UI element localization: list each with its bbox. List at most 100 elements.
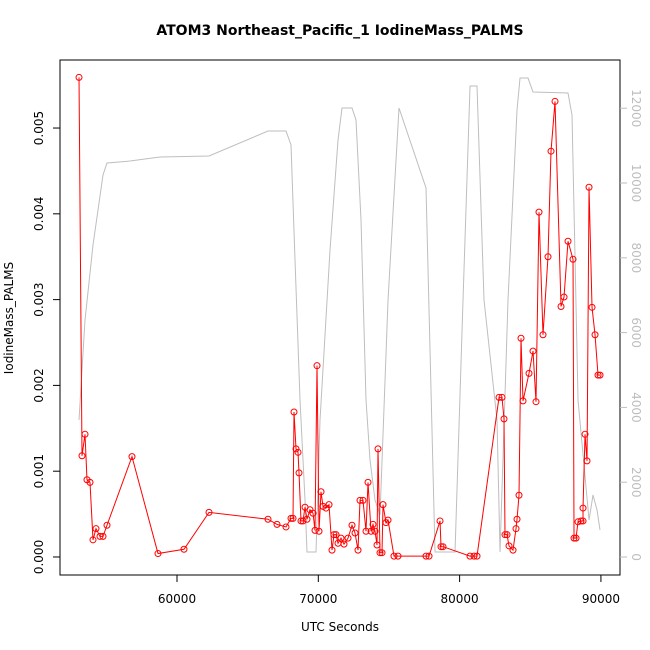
data-point	[503, 531, 511, 539]
data-point	[180, 545, 188, 553]
data-point	[328, 546, 336, 554]
data-point	[532, 398, 540, 406]
plot-frame	[59, 59, 621, 576]
data-point	[89, 536, 97, 544]
data-point	[384, 516, 392, 524]
data-point	[356, 496, 364, 504]
data-point	[394, 552, 402, 560]
data-point	[579, 517, 587, 525]
data-point	[379, 501, 387, 509]
data-point	[289, 514, 297, 522]
data-point	[505, 542, 513, 550]
data-point	[369, 520, 377, 528]
y2-tick-label: 10000	[629, 164, 643, 202]
y2-tick-label: 6000	[629, 317, 643, 348]
data-point	[154, 550, 162, 558]
data-point	[437, 543, 445, 551]
data-point	[422, 552, 430, 560]
y-tick-label: 0.002	[32, 368, 46, 402]
data-point	[539, 331, 547, 339]
data-point	[354, 546, 362, 554]
data-point	[425, 552, 433, 560]
data-point	[588, 303, 596, 311]
data-point	[535, 208, 543, 216]
data-point	[309, 509, 317, 517]
data-point	[544, 253, 552, 261]
data-point	[86, 478, 94, 486]
y-tick-label: 0.003	[32, 282, 46, 316]
data-point	[579, 504, 587, 512]
data-point	[128, 453, 136, 461]
data-point	[264, 515, 272, 523]
x-axis-label: UTC Seconds	[301, 620, 379, 634]
data-point	[273, 520, 281, 528]
data-point	[378, 549, 386, 557]
data-point	[303, 515, 311, 523]
y-tick-label: 0.001	[32, 454, 46, 488]
data-point	[577, 517, 585, 525]
data-point	[205, 508, 213, 516]
data-point	[374, 445, 382, 453]
data-point	[560, 293, 568, 301]
data-point	[359, 496, 367, 504]
data-point	[313, 362, 321, 370]
data-point	[466, 552, 474, 560]
chart-title: ATOM3 Northeast_Pacific_1 IodineMass_PAL…	[156, 23, 523, 39]
data-point	[519, 397, 527, 405]
data-point	[390, 552, 398, 560]
data-point	[325, 501, 333, 509]
data-point	[75, 73, 83, 81]
data-point	[287, 514, 295, 522]
data-point	[515, 491, 523, 499]
data-point	[99, 532, 107, 540]
data-point	[439, 543, 447, 551]
data-point	[290, 408, 298, 416]
data-point	[529, 347, 537, 355]
data-point	[585, 183, 593, 191]
data-point	[564, 237, 572, 245]
data-point	[594, 371, 602, 379]
data-point	[572, 534, 580, 542]
x-tick-label: 80000	[441, 592, 479, 606]
data-point	[96, 532, 104, 540]
data-point	[103, 521, 111, 529]
data-point	[495, 393, 503, 401]
data-point	[364, 478, 372, 486]
data-point	[547, 147, 555, 155]
data-point	[517, 334, 525, 342]
data-point	[525, 369, 533, 377]
data-point	[299, 517, 307, 525]
y2-tick-label: 0	[629, 553, 643, 561]
data-point	[569, 255, 577, 263]
data-point	[551, 97, 559, 105]
data-point	[371, 527, 379, 535]
data-point	[498, 393, 506, 401]
data-point	[581, 430, 589, 438]
data-point	[557, 302, 565, 310]
y2-tick-label: 12000	[629, 89, 643, 127]
data-point	[344, 534, 352, 542]
y-tick-label: 0.005	[32, 111, 46, 145]
data-point	[470, 552, 478, 560]
data-point	[92, 525, 100, 533]
data-point	[583, 457, 591, 465]
x-tick-label: 60000	[158, 592, 196, 606]
y2-tick-label: 2000	[629, 467, 643, 498]
data-point	[500, 415, 508, 423]
data-point	[473, 552, 481, 560]
y-axis-label: IodineMass_PALMS	[2, 262, 16, 374]
data-point	[509, 546, 517, 554]
data-point	[513, 515, 521, 523]
data-point	[78, 452, 86, 460]
data-point	[570, 534, 578, 542]
data-point	[294, 448, 302, 456]
y-tick-label: 0.004	[32, 197, 46, 231]
data-point	[501, 531, 509, 539]
data-point	[351, 529, 359, 537]
data-point	[574, 518, 582, 526]
data-point	[311, 526, 319, 534]
x-tick-label: 90000	[582, 592, 620, 606]
x-tick-label: 70000	[299, 592, 337, 606]
series-line	[78, 77, 601, 553]
